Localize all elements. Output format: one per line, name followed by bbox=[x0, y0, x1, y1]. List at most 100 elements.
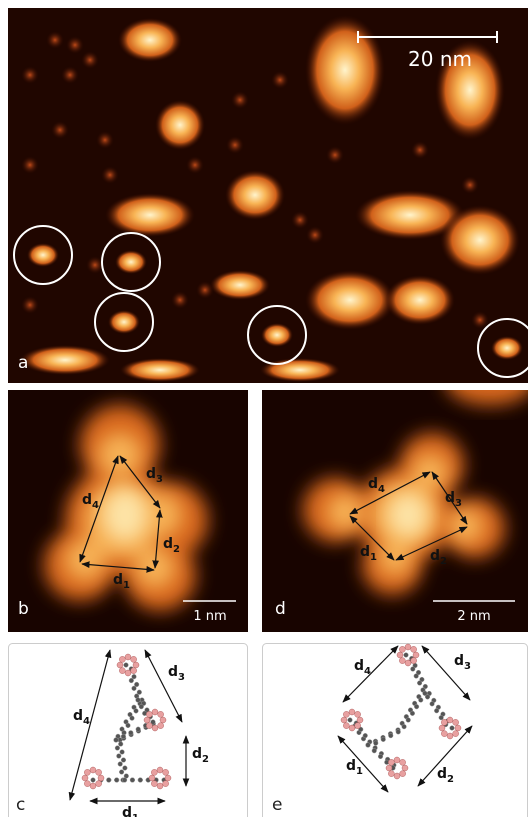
atom bbox=[117, 761, 123, 767]
metal-atom bbox=[410, 646, 417, 653]
distance-symbol: d bbox=[163, 536, 173, 552]
distance-symbol: d bbox=[113, 572, 123, 588]
metal-atom bbox=[162, 780, 169, 787]
distance-label: d1 bbox=[360, 544, 377, 563]
metal-atom bbox=[399, 770, 406, 777]
metal-atom bbox=[356, 716, 364, 724]
metal-atom bbox=[130, 667, 137, 674]
atom bbox=[388, 733, 394, 739]
distance-arrows bbox=[79, 455, 163, 573]
metal-atom bbox=[132, 661, 140, 669]
molecule-cluster bbox=[440, 205, 520, 275]
molecule-cluster bbox=[120, 358, 200, 382]
stm-dot bbox=[226, 136, 244, 154]
atom bbox=[365, 742, 371, 748]
metal-atom bbox=[404, 659, 412, 667]
stm-dot bbox=[101, 166, 119, 184]
distance-index: 3 bbox=[178, 672, 185, 683]
stm-dot bbox=[471, 311, 489, 329]
metal-atom bbox=[124, 669, 132, 677]
metal-atom bbox=[348, 708, 356, 716]
distance-label: d3 bbox=[168, 664, 185, 683]
molecule-cluster bbox=[260, 358, 340, 382]
metal-atom bbox=[119, 656, 126, 663]
distance-index: 2 bbox=[202, 754, 209, 765]
metal-atom bbox=[340, 716, 348, 724]
atom bbox=[373, 740, 379, 746]
metal-atom bbox=[119, 667, 126, 674]
atom bbox=[401, 724, 407, 730]
panel-label: d bbox=[275, 599, 286, 619]
panel-label: b bbox=[18, 599, 29, 619]
metal-atom bbox=[454, 724, 462, 732]
atom bbox=[403, 652, 409, 658]
distance-label: d4 bbox=[73, 708, 90, 727]
metal-atom bbox=[156, 766, 164, 774]
distance-index: 1 bbox=[370, 552, 377, 563]
atom bbox=[114, 745, 120, 751]
distance-label: d1 bbox=[346, 758, 363, 777]
distance-label: d4 bbox=[82, 492, 99, 511]
molecule-cluster bbox=[20, 345, 110, 375]
distance-label: d2 bbox=[163, 536, 180, 555]
distance-symbol: d bbox=[430, 548, 440, 564]
single-molecule bbox=[108, 310, 140, 334]
stm-dot bbox=[186, 156, 204, 174]
metal-atom bbox=[146, 722, 153, 729]
distance-label: d3 bbox=[146, 466, 163, 485]
metal-atom bbox=[156, 782, 164, 790]
distance-label: d4 bbox=[354, 658, 371, 677]
distance-symbol: d bbox=[454, 653, 464, 669]
metal-atom bbox=[89, 766, 97, 774]
metal-atom bbox=[388, 759, 395, 766]
metal-atom bbox=[348, 724, 356, 732]
atom bbox=[418, 697, 424, 703]
atom bbox=[135, 697, 141, 703]
stm-dot bbox=[21, 296, 39, 314]
metal-atom bbox=[438, 724, 446, 732]
stm-dot bbox=[231, 91, 249, 109]
metal-atom bbox=[95, 780, 102, 787]
atom bbox=[134, 681, 140, 687]
metal-atom bbox=[396, 651, 404, 659]
metal-atom bbox=[116, 661, 124, 669]
molecule-cluster bbox=[210, 270, 270, 300]
metal-atom bbox=[452, 730, 459, 737]
distance-index: 3 bbox=[464, 661, 471, 672]
distance-index: 4 bbox=[378, 484, 385, 495]
molecule-cluster bbox=[155, 100, 205, 150]
distance-index: 3 bbox=[156, 474, 163, 485]
atom bbox=[347, 717, 353, 723]
distance-label: d1 bbox=[113, 572, 130, 591]
atom bbox=[417, 680, 423, 686]
distance-symbol: d bbox=[368, 476, 378, 492]
distance-index: 1 bbox=[132, 813, 139, 817]
metal-atom bbox=[151, 708, 159, 716]
atom bbox=[137, 777, 143, 783]
atom bbox=[380, 736, 386, 742]
metal-atom bbox=[399, 759, 406, 766]
atom bbox=[438, 715, 444, 721]
single-molecule bbox=[27, 243, 59, 267]
atom bbox=[138, 704, 144, 710]
distance-index: 4 bbox=[92, 500, 99, 511]
atom bbox=[131, 685, 137, 691]
stm-dot bbox=[96, 131, 114, 149]
metal-atom bbox=[130, 656, 137, 663]
stm-dot bbox=[61, 66, 79, 84]
distance-arrows bbox=[349, 471, 468, 561]
metal-atom bbox=[124, 653, 132, 661]
metal-atom bbox=[95, 769, 102, 776]
metal-atom bbox=[399, 646, 406, 653]
atom bbox=[395, 729, 401, 735]
metal-atom bbox=[151, 724, 159, 732]
single-molecule bbox=[261, 323, 293, 347]
molecule-cluster bbox=[435, 40, 505, 140]
atom bbox=[106, 777, 112, 783]
molecule-cluster bbox=[225, 170, 285, 220]
stm-dot bbox=[21, 66, 39, 84]
distance-symbol: d bbox=[168, 664, 178, 680]
metal-atom bbox=[143, 716, 151, 724]
atom bbox=[113, 737, 119, 743]
stm-dot bbox=[196, 281, 214, 299]
